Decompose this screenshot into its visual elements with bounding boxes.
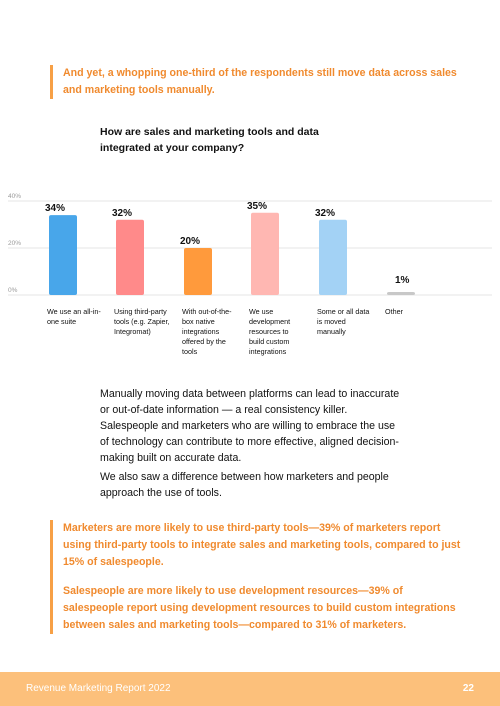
footer: Revenue Marketing Report 2022 22 xyxy=(0,672,500,706)
x-tick-label: We use an all-in-one suite xyxy=(47,307,101,326)
body-paragraph-2: We also saw a difference between how mar… xyxy=(100,469,400,501)
body-paragraph-2-text: We also saw a difference between how mar… xyxy=(100,471,389,499)
body-paragraph-1: Manually moving data between platforms c… xyxy=(100,386,400,466)
callout-bottom: Marketers are more likely to use third-p… xyxy=(50,520,463,634)
bar xyxy=(251,212,279,295)
bar xyxy=(49,215,77,295)
bar-value-label: 1% xyxy=(395,275,410,286)
callout-top: And yet, a whopping one-third of the res… xyxy=(50,65,463,99)
callout-salespeople: Salespeople are more likely to use devel… xyxy=(63,585,456,631)
callout-marketers: Marketers are more likely to use third-p… xyxy=(63,522,461,568)
bar xyxy=(319,219,347,295)
chart-title: How are sales and marketing tools and da… xyxy=(100,126,319,154)
footer-title: Revenue Marketing Report 2022 xyxy=(26,683,171,694)
bar xyxy=(116,219,144,295)
y-tick-label: 20% xyxy=(8,240,21,247)
callout-top-text: And yet, a whopping one-third of the res… xyxy=(63,67,457,96)
page-number: 22 xyxy=(462,683,474,694)
y-tick-label: 40% xyxy=(8,193,21,200)
body-paragraph-1-text: Manually moving data between platforms c… xyxy=(100,388,400,464)
bar xyxy=(184,248,212,295)
bar-value-label: 35% xyxy=(247,201,267,212)
bar-value-label: 32% xyxy=(112,208,132,219)
x-tick-label: We use development resources to build cu… xyxy=(249,307,291,356)
bar-chart: 40% 20% 0% 34% 32% 20% 35% 32% 1% We use an all-… xyxy=(0,190,500,360)
x-tick-label: With out-of-the-box native integrations … xyxy=(182,307,232,356)
x-tick-label: Using third-party tools (e.g. Zapier, In… xyxy=(114,307,170,336)
y-tick-label: 0% xyxy=(8,287,18,294)
x-tick-label: Some or all data is moved manually xyxy=(317,307,370,336)
bar-value-label: 32% xyxy=(315,208,335,219)
bar-value-label: 20% xyxy=(180,236,200,247)
bar-value-label: 34% xyxy=(45,203,65,214)
bar xyxy=(387,292,415,295)
chart-svg: 40% 20% 0% 34% 32% 20% 35% 32% 1% xyxy=(8,193,492,296)
x-tick-label: Other xyxy=(385,307,403,316)
